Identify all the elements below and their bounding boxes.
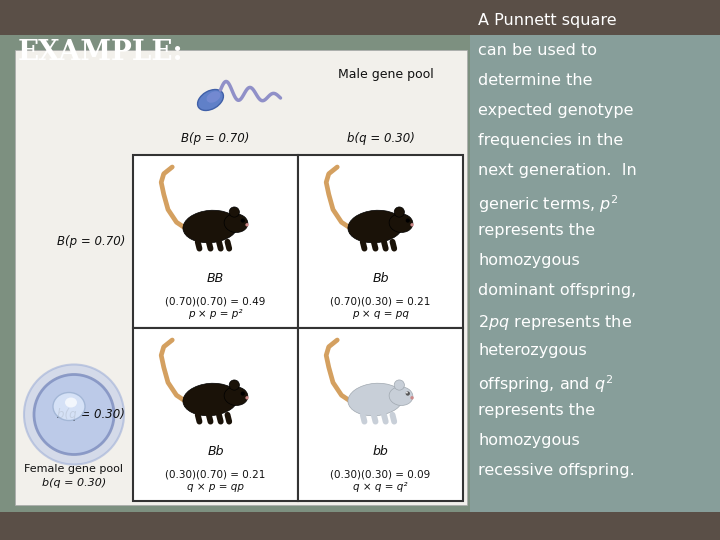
Text: can be used to: can be used to — [478, 43, 597, 58]
Text: Male gene pool: Male gene pool — [338, 68, 433, 81]
Ellipse shape — [224, 214, 248, 233]
Text: recessive offspring.: recessive offspring. — [478, 463, 635, 478]
Bar — [470, 35, 720, 512]
Text: represents the: represents the — [478, 403, 595, 418]
Bar — [298, 155, 463, 328]
Bar — [0, 0, 720, 35]
Text: b(q = 0.30): b(q = 0.30) — [346, 132, 415, 145]
Ellipse shape — [395, 207, 405, 217]
Text: B(p = 0.70): B(p = 0.70) — [57, 235, 125, 248]
Ellipse shape — [197, 90, 223, 111]
Text: dominant offspring,: dominant offspring, — [478, 283, 636, 298]
Text: expected genotype: expected genotype — [478, 103, 634, 118]
Ellipse shape — [65, 397, 77, 408]
Text: q × q = q²: q × q = q² — [354, 482, 408, 492]
Text: homozygous: homozygous — [478, 433, 580, 448]
Text: Bb: Bb — [372, 272, 389, 285]
Text: EXAMPLE:: EXAMPLE: — [18, 38, 184, 65]
Ellipse shape — [348, 383, 403, 416]
Text: B(p = 0.70): B(p = 0.70) — [181, 132, 250, 145]
Text: frequencies in the: frequencies in the — [478, 133, 624, 148]
Circle shape — [406, 392, 408, 394]
Ellipse shape — [183, 383, 238, 416]
Circle shape — [405, 392, 410, 396]
Text: (0.70)(0.30) = 0.21: (0.70)(0.30) = 0.21 — [330, 297, 431, 307]
Ellipse shape — [229, 207, 239, 217]
Ellipse shape — [24, 364, 124, 464]
Text: bb: bb — [373, 445, 388, 458]
Bar — [133, 155, 298, 328]
Text: next generation.  In: next generation. In — [478, 163, 636, 178]
Circle shape — [405, 218, 410, 222]
Circle shape — [410, 396, 414, 400]
Text: b(q = 0.30): b(q = 0.30) — [57, 408, 125, 421]
Ellipse shape — [53, 393, 85, 421]
Bar — [133, 328, 298, 501]
Text: homozygous: homozygous — [478, 253, 580, 268]
Ellipse shape — [224, 387, 248, 406]
Text: Bb: Bb — [207, 445, 224, 458]
Text: offspring, and $q^2$: offspring, and $q^2$ — [478, 373, 613, 395]
Text: 2$pq$ represents the: 2$pq$ represents the — [478, 313, 632, 332]
Ellipse shape — [348, 210, 403, 243]
Ellipse shape — [34, 375, 114, 455]
Ellipse shape — [183, 210, 238, 243]
Ellipse shape — [389, 387, 413, 406]
Text: (0.30)(0.70) = 0.21: (0.30)(0.70) = 0.21 — [166, 470, 266, 480]
Text: (0.70)(0.70) = 0.49: (0.70)(0.70) = 0.49 — [166, 297, 266, 307]
Text: p × q = pq: p × q = pq — [352, 309, 409, 319]
Text: BB: BB — [207, 272, 224, 285]
Text: represents the: represents the — [478, 223, 595, 238]
Ellipse shape — [229, 380, 239, 390]
Ellipse shape — [389, 214, 413, 233]
Text: heterozygous: heterozygous — [478, 343, 587, 358]
Circle shape — [240, 392, 245, 396]
Circle shape — [246, 223, 248, 226]
Circle shape — [240, 218, 245, 222]
Bar — [15, 50, 467, 505]
Text: determine the: determine the — [478, 73, 593, 88]
Text: A Punnett square: A Punnett square — [478, 13, 616, 28]
Ellipse shape — [207, 91, 220, 103]
Bar — [0, 512, 720, 540]
Text: Female gene pool: Female gene pool — [24, 464, 124, 475]
Bar — [0, 35, 720, 512]
Circle shape — [410, 223, 414, 226]
Text: q × p = qp: q × p = qp — [187, 482, 244, 492]
Text: p × p = p²: p × p = p² — [188, 309, 243, 319]
Text: b(q = 0.30): b(q = 0.30) — [42, 477, 106, 488]
Text: generic terms, $p^2$: generic terms, $p^2$ — [478, 193, 618, 215]
Text: (0.30)(0.30) = 0.09: (0.30)(0.30) = 0.09 — [330, 470, 431, 480]
Circle shape — [246, 396, 248, 400]
Bar — [298, 328, 463, 501]
Ellipse shape — [395, 380, 405, 390]
